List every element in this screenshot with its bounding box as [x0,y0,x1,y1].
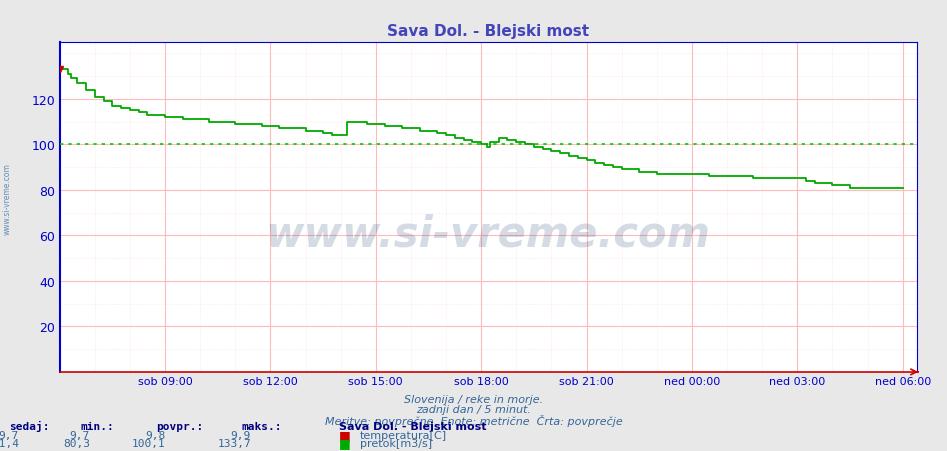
Text: www.si-vreme.com: www.si-vreme.com [3,162,12,235]
Text: 100,1: 100,1 [132,438,166,448]
Text: www.si-vreme.com: www.si-vreme.com [266,213,710,255]
Text: sedaj:: sedaj: [9,420,50,431]
Text: temperatura[C]: temperatura[C] [360,430,447,440]
Text: zadnji dan / 5 minut.: zadnji dan / 5 minut. [416,405,531,414]
Text: povpr.:: povpr.: [156,421,204,431]
Text: 9,7: 9,7 [0,430,19,440]
Text: maks.:: maks.: [241,421,282,431]
Text: pretok[m3/s]: pretok[m3/s] [360,438,432,448]
Text: 80,3: 80,3 [63,438,90,448]
Text: 81,4: 81,4 [0,438,19,448]
Text: ■: ■ [339,437,350,450]
Text: min.:: min.: [80,421,115,431]
Text: Slovenija / reke in morje.: Slovenija / reke in morje. [404,394,543,404]
Text: 133,7: 133,7 [217,438,251,448]
Text: 9,8: 9,8 [146,430,166,440]
Text: Meritve: povprečne  Enote: metrične  Črta: povprečje: Meritve: povprečne Enote: metrične Črta:… [325,414,622,426]
Title: Sava Dol. - Blejski most: Sava Dol. - Blejski most [387,24,589,39]
Text: Sava Dol. - Blejski most: Sava Dol. - Blejski most [339,421,487,431]
Text: 9,7: 9,7 [70,430,90,440]
Text: ■: ■ [339,428,350,442]
Text: 9,9: 9,9 [231,430,251,440]
